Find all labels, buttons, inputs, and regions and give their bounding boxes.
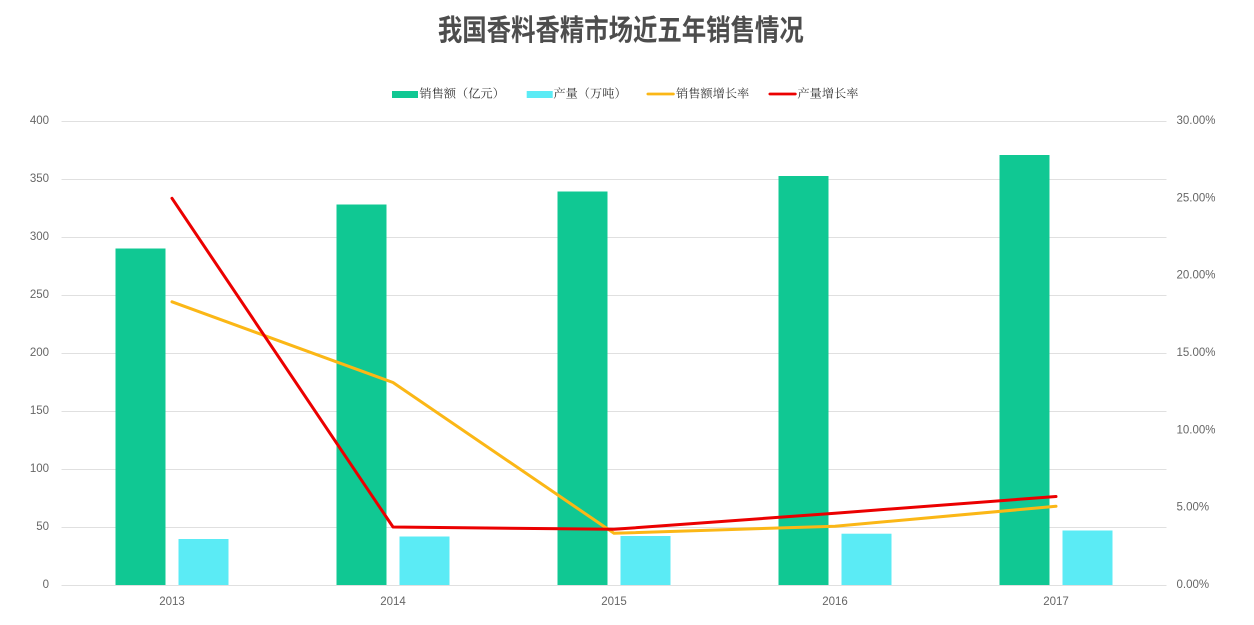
svg-text:2015: 2015 (601, 596, 627, 608)
svg-text:20.00%: 20.00% (1177, 270, 1216, 282)
svg-text:2017: 2017 (1043, 596, 1069, 608)
svg-text:200: 200 (30, 347, 49, 359)
svg-text:25.00%: 25.00% (1177, 192, 1216, 204)
svg-text:2013: 2013 (159, 596, 185, 608)
svg-text:400: 400 (30, 115, 49, 127)
svg-text:10.00%: 10.00% (1177, 424, 1216, 436)
svg-text:0: 0 (43, 579, 49, 591)
svg-text:5.00%: 5.00% (1177, 502, 1210, 514)
svg-text:15.00%: 15.00% (1177, 347, 1216, 359)
svg-text:250: 250 (30, 289, 49, 301)
svg-text:350: 350 (30, 173, 49, 185)
svg-text:50: 50 (36, 521, 49, 533)
svg-text:0.00%: 0.00% (1177, 579, 1210, 591)
svg-text:150: 150 (30, 405, 49, 417)
svg-text:100: 100 (30, 463, 49, 475)
svg-text:2016: 2016 (822, 596, 848, 608)
svg-text:2014: 2014 (380, 596, 406, 608)
svg-text:30.00%: 30.00% (1177, 115, 1216, 127)
svg-text:300: 300 (30, 231, 49, 243)
